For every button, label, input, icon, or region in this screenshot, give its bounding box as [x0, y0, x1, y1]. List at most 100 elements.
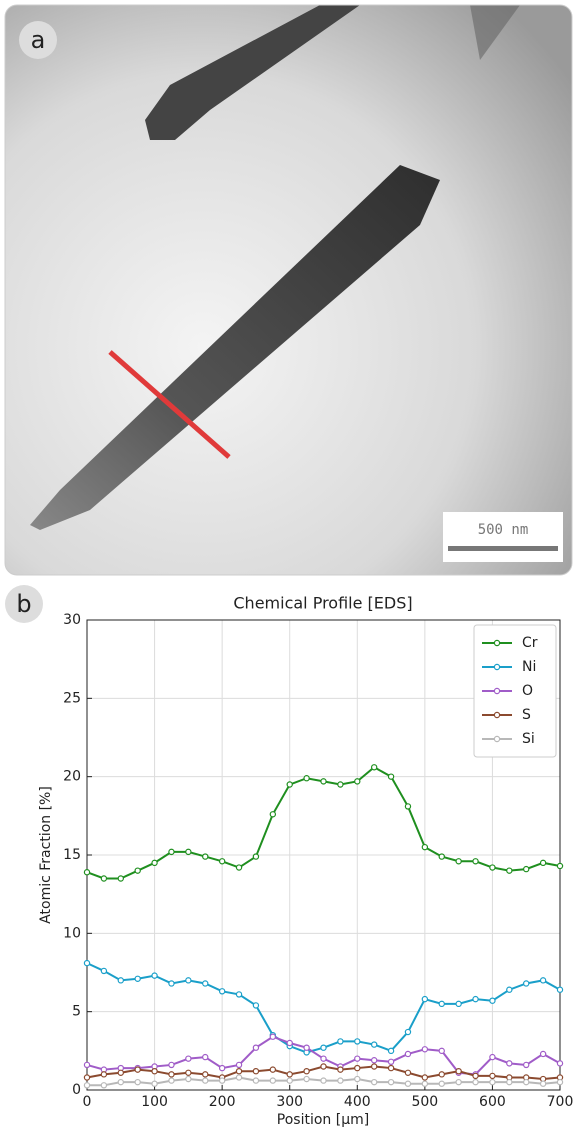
data-point	[269, 1033, 277, 1040]
y-tick-label: 25	[63, 690, 81, 706]
data-point	[337, 1038, 344, 1045]
data-point	[83, 1074, 91, 1081]
data-point	[556, 1078, 564, 1086]
x-axis-label: Position [μm]	[277, 1112, 369, 1128]
data-point	[354, 1064, 361, 1072]
data-point	[404, 1069, 412, 1076]
data-point	[438, 1000, 445, 1008]
data-point	[523, 1061, 530, 1069]
data-point	[404, 1028, 412, 1036]
data-point	[523, 1078, 530, 1086]
data-point	[202, 853, 209, 860]
data-point	[506, 1060, 513, 1067]
y-tick-label: 5	[72, 1004, 81, 1020]
data-point	[202, 1053, 209, 1061]
panel-label-bg	[5, 585, 43, 623]
data-point	[370, 1063, 378, 1070]
x-tick-label: 600	[479, 1094, 506, 1110]
data-point	[506, 986, 513, 993]
data-point	[252, 1044, 260, 1051]
data-point	[489, 1078, 496, 1086]
data-point	[370, 1078, 378, 1086]
rod	[470, 5, 520, 60]
y-tick-label: 20	[63, 769, 81, 785]
data-point	[83, 959, 91, 967]
data-point	[100, 1071, 108, 1078]
data-point	[83, 1061, 91, 1069]
data-point	[472, 1078, 479, 1086]
data-point	[202, 1071, 209, 1078]
data-point	[489, 864, 496, 871]
data-point	[252, 1067, 260, 1075]
data-point	[387, 1064, 395, 1072]
data-point	[506, 867, 513, 874]
data-point	[202, 1077, 209, 1084]
data-point	[523, 865, 530, 873]
panel-label: b	[16, 590, 31, 618]
rod	[30, 165, 440, 530]
panel-label: a	[31, 26, 46, 54]
data-point	[506, 1078, 513, 1086]
data-point	[354, 1055, 361, 1062]
data-point	[472, 858, 479, 865]
data-point	[303, 1067, 310, 1075]
data-point	[303, 1075, 310, 1083]
data-point	[438, 1047, 445, 1055]
data-point	[168, 1071, 175, 1078]
data-point	[185, 1069, 192, 1076]
y-tick-label: 0	[72, 1082, 81, 1098]
data-point	[455, 858, 462, 865]
data-point	[202, 980, 209, 987]
data-point	[185, 977, 192, 984]
data-point	[556, 1060, 564, 1067]
micrograph: 500 nm	[5, 5, 572, 575]
data-point	[354, 778, 361, 785]
data-point	[438, 1080, 445, 1087]
x-tick-label: 500	[411, 1094, 438, 1110]
data-point	[370, 764, 378, 771]
rod	[145, 5, 360, 140]
data-point	[303, 1044, 310, 1051]
data-point	[286, 781, 293, 788]
profile-line	[108, 350, 231, 459]
data-point	[218, 988, 226, 995]
data-point	[387, 773, 395, 780]
data-point	[168, 848, 175, 856]
data-point	[303, 775, 310, 782]
data-point	[387, 1047, 395, 1055]
data-point	[117, 1069, 124, 1076]
data-point	[235, 1061, 243, 1069]
data-point	[269, 1066, 277, 1073]
chart-title: Chemical Profile [EDS]	[233, 594, 412, 613]
legend-marker	[493, 663, 501, 671]
data-point	[556, 862, 564, 870]
panel-border	[4, 4, 573, 576]
data-point	[455, 1067, 462, 1075]
x-tick-label: 0	[83, 1094, 92, 1110]
data-point	[354, 1038, 361, 1045]
x-tick-label: 700	[547, 1094, 574, 1110]
data-point	[539, 1080, 547, 1087]
data-point	[472, 1072, 479, 1080]
data-point	[151, 972, 158, 979]
data-point	[83, 1082, 91, 1089]
data-point	[370, 1041, 378, 1048]
data-point	[252, 1002, 260, 1009]
data-point	[337, 1077, 344, 1084]
data-point	[421, 1046, 429, 1053]
data-point	[455, 1078, 462, 1086]
legend-box	[473, 624, 557, 758]
data-point	[235, 1074, 243, 1081]
data-point	[218, 1077, 226, 1084]
data-point	[235, 864, 243, 871]
scale-bar-box	[443, 512, 563, 562]
plot-frame	[86, 619, 561, 1091]
data-point	[337, 1066, 344, 1073]
data-point	[404, 1050, 412, 1058]
data-point	[370, 1057, 378, 1064]
data-point	[151, 1067, 158, 1075]
data-point	[455, 1000, 462, 1008]
data-point	[185, 1055, 192, 1062]
